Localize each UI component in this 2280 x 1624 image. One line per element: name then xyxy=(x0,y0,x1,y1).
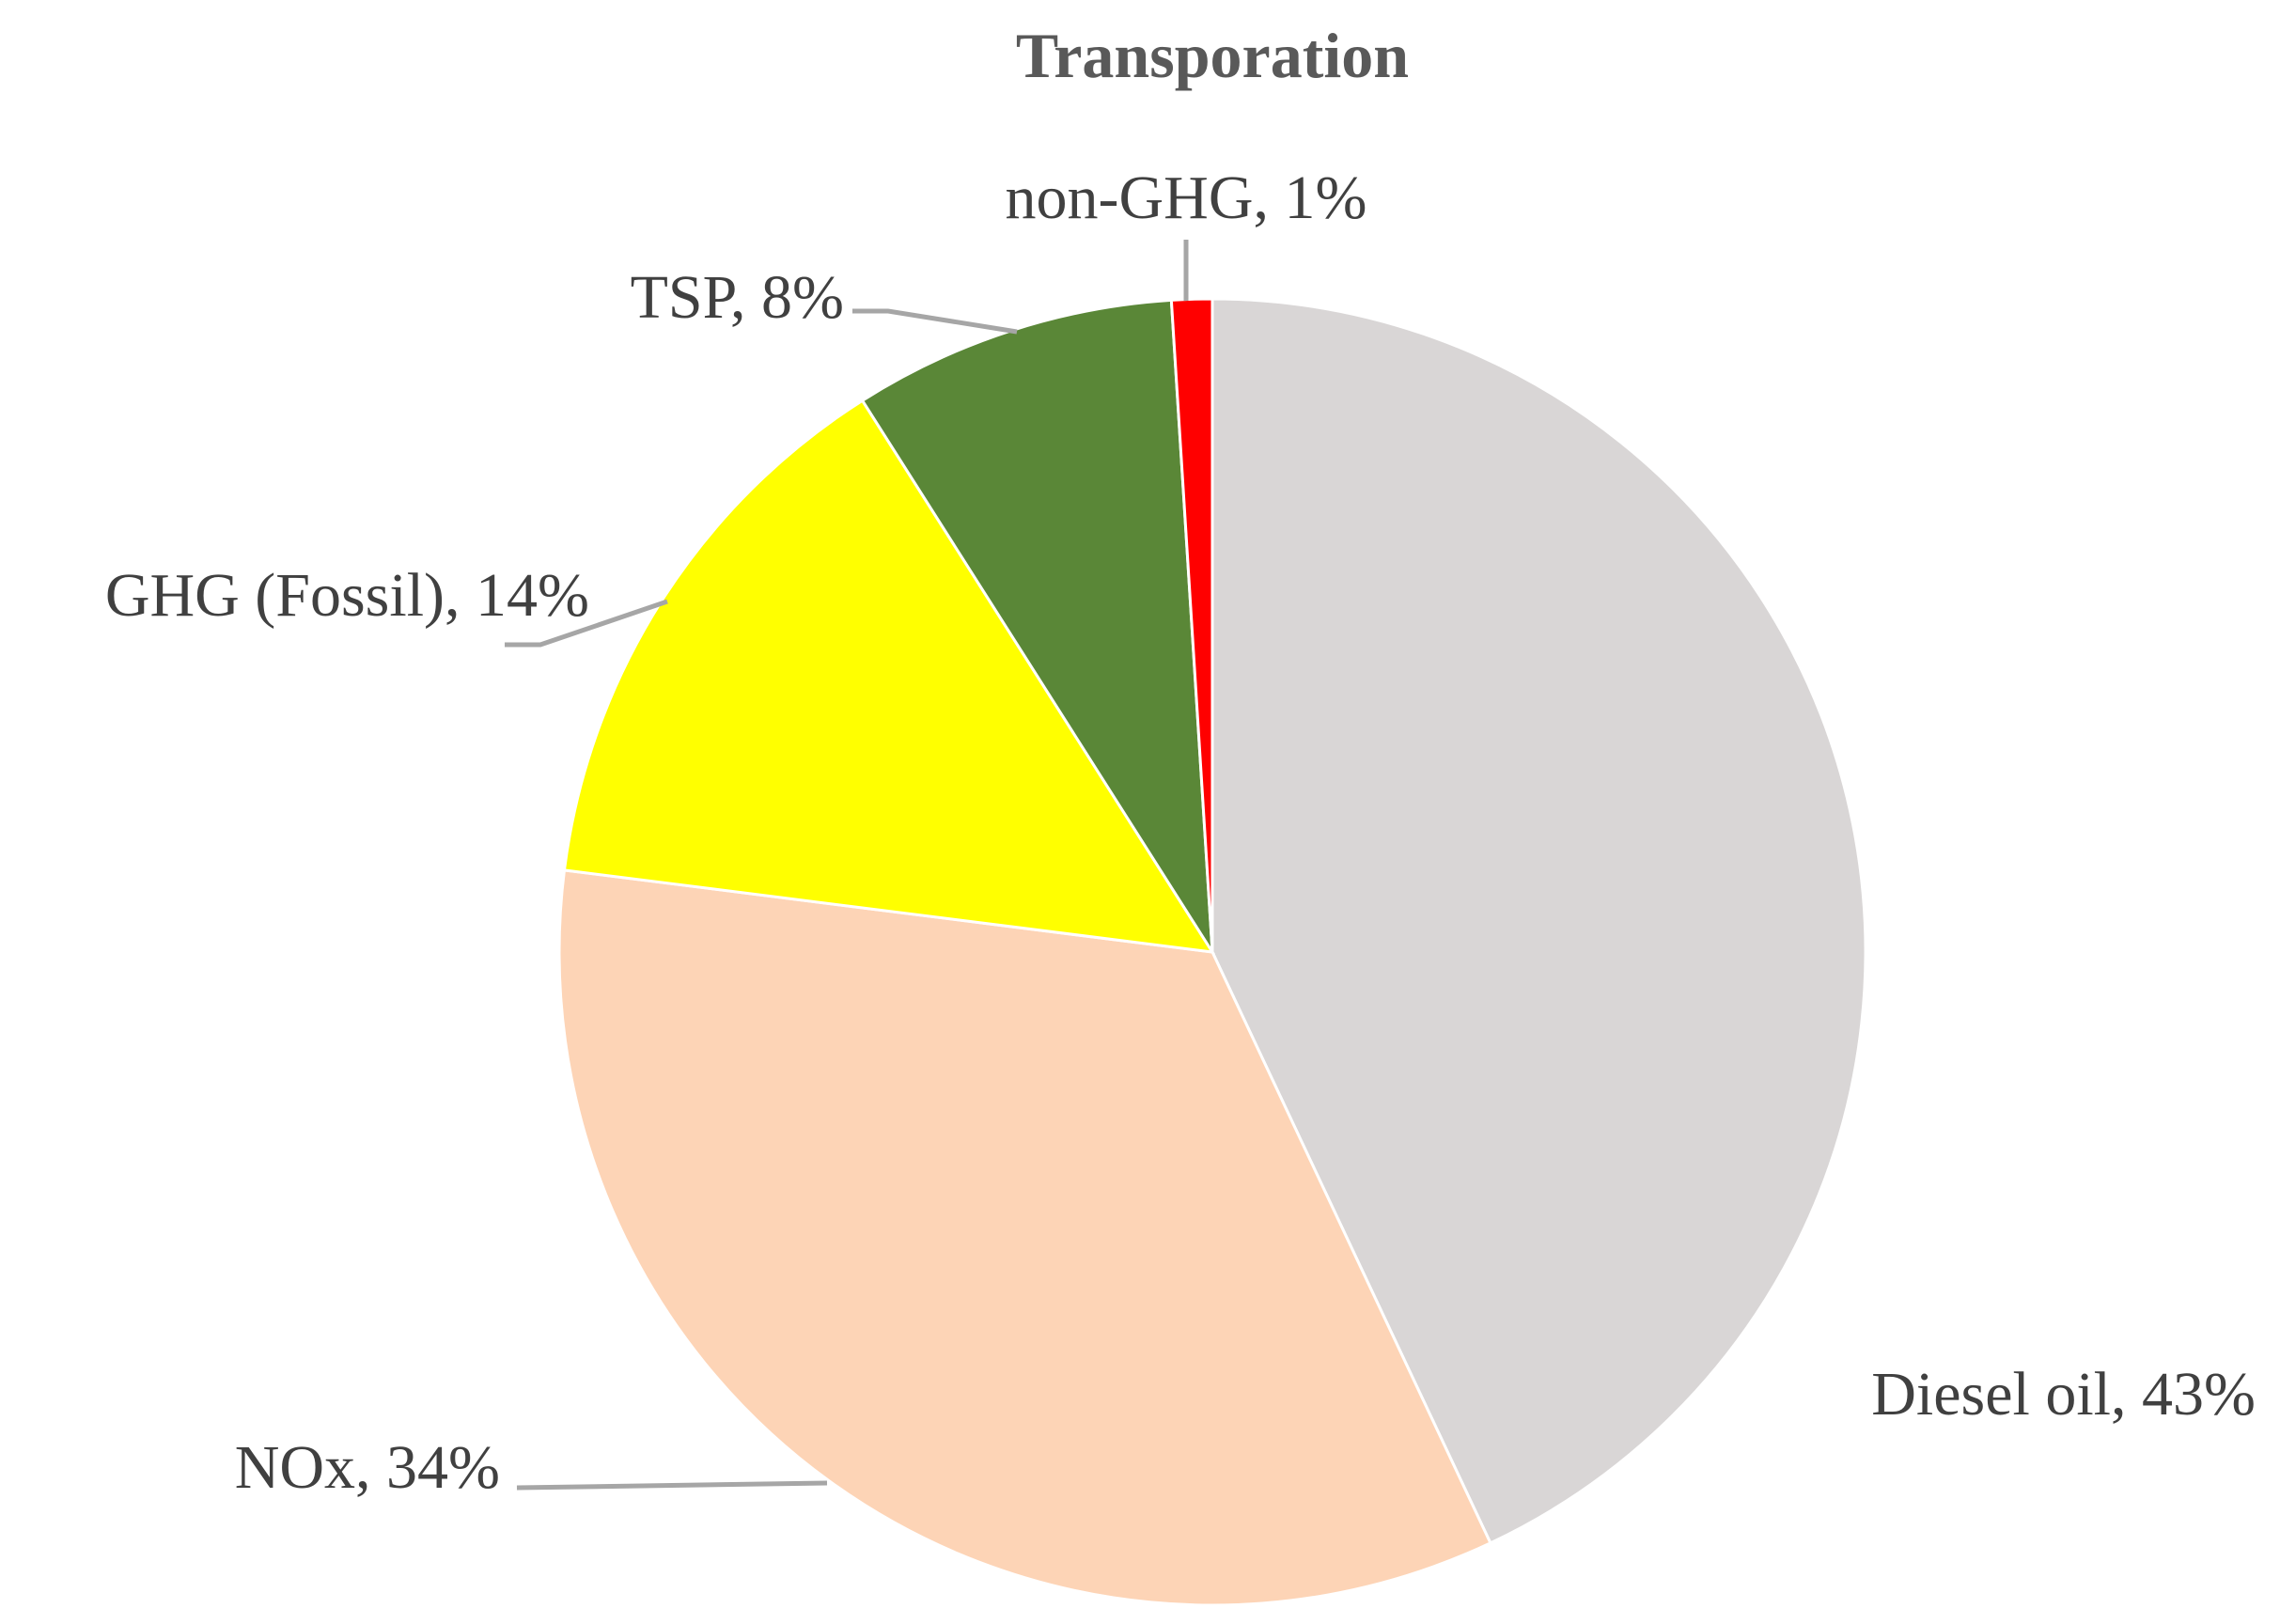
pie-slices xyxy=(557,297,1867,1607)
data-label-non-ghg: non-GHG, 1% xyxy=(1006,164,1367,232)
leader-line-tsp xyxy=(852,308,1018,335)
leader-line-ghg-fossil xyxy=(505,599,668,648)
pie-slice-non-ghg xyxy=(1169,297,1214,953)
data-label-tsp: TSP, 8% xyxy=(631,263,844,332)
chart-title: Transporation xyxy=(1016,20,1409,91)
leader-lines xyxy=(505,240,1189,1491)
pie-slice-nox xyxy=(557,868,1492,1607)
leader-line-nox xyxy=(516,1480,828,1491)
data-label-ghg-fossil: GHG (Fossil), 14% xyxy=(105,561,589,630)
data-label-diesel-oil: Diesel oil, 43% xyxy=(1871,1360,2256,1429)
pie-slice-diesel-oil xyxy=(1210,297,1867,1545)
data-label-nox: NOx, 34% xyxy=(235,1433,500,1502)
slice-labels: Diesel oil, 43% NOx, 34% GHG (Fossil), 14%… xyxy=(105,164,2256,1502)
